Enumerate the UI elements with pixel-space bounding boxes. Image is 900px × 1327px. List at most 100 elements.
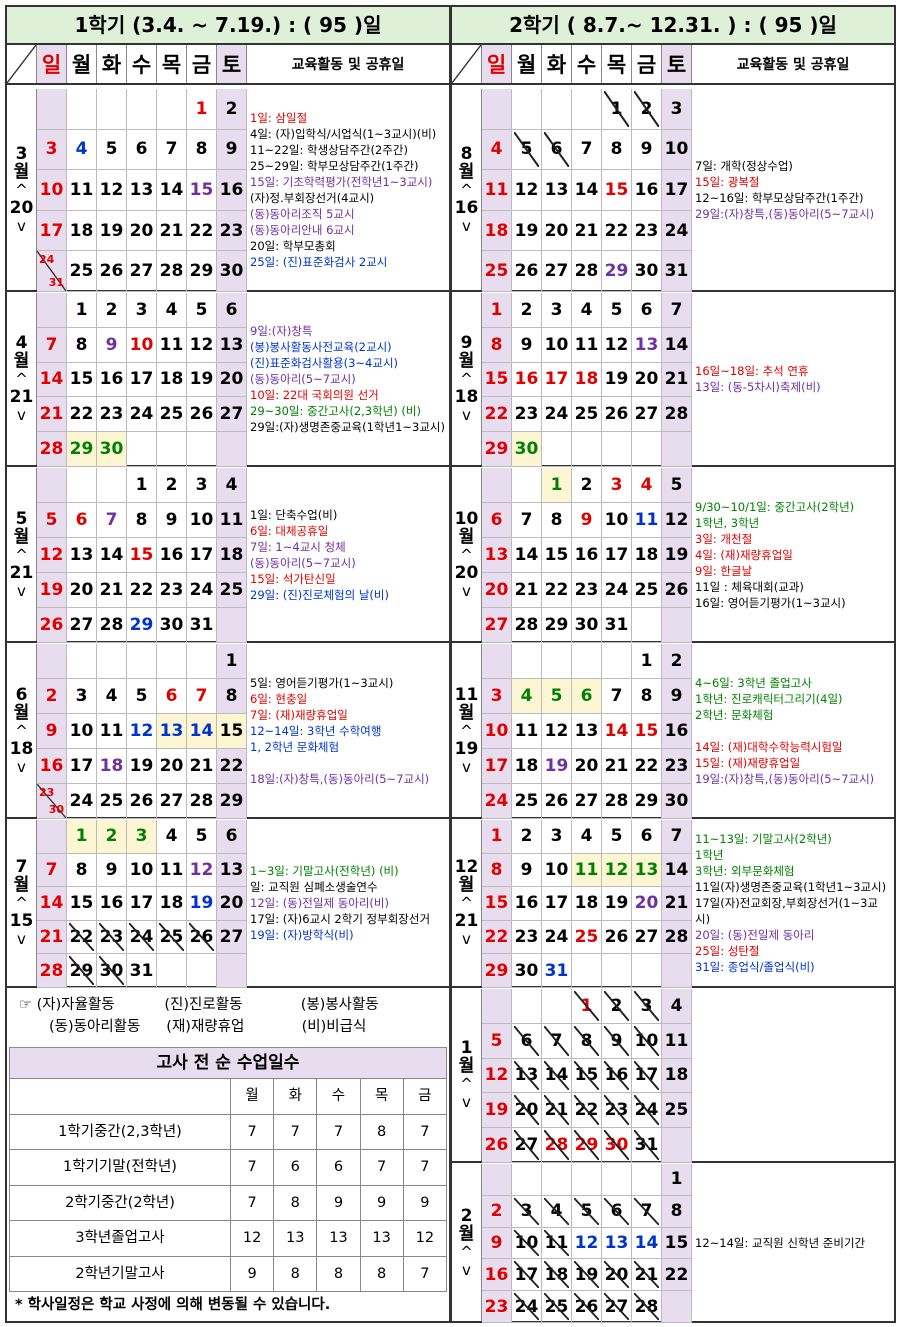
date-cell: 4 (67, 129, 97, 171)
date-cell (217, 954, 247, 988)
event-line: 11~13일: 기말고사(2학년) (695, 832, 832, 846)
date-cell: 3 (187, 468, 217, 503)
semester-1-panel: 1학기 (3.4. ~ 7.19.) : ( 95 )일 일 월 화 수 목 금 토 교육활동… (5, 5, 451, 1323)
month-label: 10 월 ^ 20 v (452, 468, 482, 641)
date-cell: 11 (482, 170, 512, 211)
date-cell: 14 (662, 853, 692, 888)
date-cell: 27 (217, 920, 247, 955)
event-line: 3학년: 외부문화체험 (695, 864, 795, 878)
date-cell: 21 (37, 397, 67, 433)
date-cell: 21 (542, 1093, 572, 1129)
date-cell: 3 (602, 468, 632, 503)
month-block: 8 월 ^ 16 v 1 2 3 4 5 6 7 8 9 10 11 12 13 14 15 16 17 18 19 20 21 2… (452, 89, 894, 292)
date-cell (37, 820, 67, 854)
date-cell: 7 (632, 1195, 662, 1228)
event-line: 14일: (재)대학수학능력시험일 (695, 739, 843, 754)
legend-item: (동)동아리활동 (49, 1019, 141, 1035)
date-cell (37, 293, 67, 328)
date-cell: 22 (542, 573, 572, 608)
date-cell: 24 (632, 1093, 662, 1129)
events-header: 교육활동 및 공휴일 (736, 57, 850, 73)
date-cell (572, 644, 602, 679)
date-cell: 15 (602, 170, 632, 211)
date-cell (482, 1164, 512, 1196)
date-cell: 28 (662, 920, 692, 955)
exam-col-header: 화 (274, 1079, 318, 1114)
date-cell: 30 (632, 251, 662, 292)
event-line: 1, 2학년 문화체험 (250, 739, 340, 754)
date-cell (67, 644, 97, 679)
date-cell: 25 (157, 920, 187, 955)
date-cell: 14 (512, 538, 542, 573)
exam-days: 9 (317, 1185, 361, 1220)
event-line: 9/30~10/1일: 중간고사(2학년) (695, 499, 855, 514)
date-cell: 1 (217, 644, 247, 679)
event-line: (동)동아리조직 5교시 (250, 206, 355, 221)
legend-item: (봉)봉사활동 (300, 997, 379, 1013)
date-cell: 20 (217, 887, 247, 921)
date-cell: 16 (602, 1058, 632, 1094)
date-cell (632, 954, 662, 988)
date-cell: 22 (662, 1259, 692, 1292)
date-cell (97, 89, 127, 130)
date-cell: 6 (482, 503, 512, 538)
month-label: 5 월 ^ 21 v (7, 468, 37, 641)
date-cell: 13 (127, 170, 157, 211)
date-cell (602, 954, 632, 988)
event-line: 17일(자)전교회장,부회장선거(1~3교시) (695, 896, 878, 926)
date-cell: 9 (602, 1023, 632, 1059)
event-line: 25일: 성탄절 (695, 944, 760, 958)
dayname-0: 일 (37, 45, 67, 83)
date-cell: 2 (512, 293, 542, 328)
date-cell: 25 (157, 397, 187, 433)
event-line: 29~30일: 중간고사(2,3학년) (비) (250, 404, 421, 418)
event-line: 15일: 기초학력평가(전학년1~3교시) (250, 174, 433, 189)
date-cell: 21 (602, 749, 632, 784)
date-cell: 18 (217, 538, 247, 573)
event-line: 7일: (재)재량휴업일 (250, 707, 348, 722)
date-cell: 21 (662, 887, 692, 921)
date-cell: 31 (542, 954, 572, 988)
date-cell: 14 (97, 538, 127, 573)
dayname-4: 목 (157, 45, 187, 83)
exam-days: 8 (274, 1185, 318, 1220)
date-cell: 3 (662, 89, 692, 130)
month-grid: 1 2 3 4 5 6 7 8 9 10 11 12 13 14 15 16 17 18 19 20 21 22 23 24 2… (482, 644, 692, 819)
date-cell (602, 1164, 632, 1196)
date-cell: 28 (187, 784, 217, 819)
date-cell: 7 (157, 129, 187, 171)
dayname-2: 화 (97, 45, 127, 83)
date-cell: 27 (632, 397, 662, 433)
exam-days: 8 (274, 1256, 318, 1291)
header-slash (7, 45, 37, 83)
date-cell: 30 (572, 608, 602, 643)
date-cell: 30 (662, 784, 692, 819)
dayname-3: 수 (127, 45, 157, 83)
date-cell: 17 (127, 887, 157, 921)
month-events: 5일: 영어듣기평가(1~3교시) 6일: 현충일 7일: (재)재량휴업일 12~1… (247, 644, 449, 817)
date-cell: 30 (512, 954, 542, 988)
date-cell: 6 (217, 293, 247, 328)
date-cell: 24 (127, 397, 157, 433)
date-cell: 11 (67, 170, 97, 211)
date-cell: 3 (37, 129, 67, 171)
exam-days: 7 (404, 1150, 447, 1185)
date-cell: 19 (512, 210, 542, 252)
date-cell: 6 (632, 293, 662, 328)
dayname-6: 토 (217, 45, 247, 83)
date-cell: 12 (187, 327, 217, 363)
date-cell: 22 (602, 210, 632, 252)
date-cell: 21 (632, 1259, 662, 1292)
date-cell (662, 1291, 692, 1323)
event-line: 19일: (자)방학식(비) (250, 928, 354, 942)
date-cell: 5 (187, 293, 217, 328)
month-grid: 1 2 3 4 5 6 7 8 9 10 11 12 13 14 15 16 17 18 19 20 21 22 23 24 2… (482, 820, 692, 988)
date-cell: 7 (662, 293, 692, 328)
exam-days: 8 (361, 1256, 404, 1291)
month-events: 9일:(자)창특 (봉)봉사활동사전교육(2교시) (진)표준화검사활용(3~4… (247, 293, 449, 465)
month-label: 4 월 ^ 21 v (7, 293, 37, 465)
event-line: 16일: 영어듣기평가(1~3교시) (695, 595, 846, 610)
date-cell (512, 644, 542, 679)
event-line: 17일: (자)6교시 2학기 정부회장선거 (250, 912, 431, 926)
exam-days: 7 (404, 1114, 447, 1149)
